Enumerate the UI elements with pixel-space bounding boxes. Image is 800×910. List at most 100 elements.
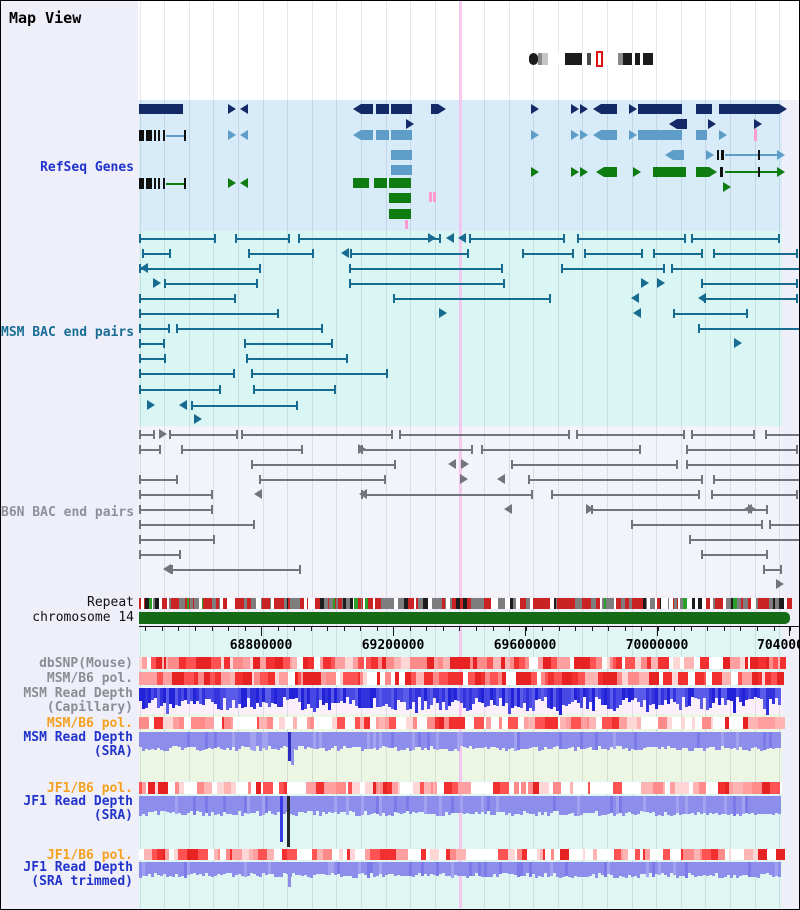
b6n-bac-line[interactable] <box>576 434 683 436</box>
b6n-bac-end-tick[interactable] <box>713 475 715 484</box>
msm-bac-line[interactable] <box>139 313 277 315</box>
gene-arrow-glyph[interactable] <box>438 104 446 114</box>
b6n-bac-end-tick[interactable] <box>253 520 255 529</box>
gene-arrow-glyph[interactable] <box>596 167 604 177</box>
gene-arrow-glyph[interactable] <box>719 130 727 140</box>
b6n-bac-line[interactable] <box>251 464 394 466</box>
msm-bac-end-tick[interactable] <box>139 294 141 303</box>
msm-bac-line[interactable] <box>139 298 234 300</box>
msm-bac-arrow[interactable] <box>631 293 639 303</box>
gene-arrow-glyph[interactable] <box>228 178 236 188</box>
msm-bac-end-tick[interactable] <box>778 234 780 243</box>
b6n-bac-end-tick[interactable] <box>796 445 798 454</box>
b6n-bac-line[interactable] <box>686 449 796 451</box>
b6n-bac-arrow[interactable] <box>748 504 756 514</box>
gene-arrow-glyph[interactable] <box>571 104 579 114</box>
gene-arrow-glyph[interactable] <box>406 119 414 129</box>
msm-bac-end-tick[interactable] <box>663 264 665 273</box>
gene-end-tick[interactable] <box>184 130 186 141</box>
b6n-bac-end-tick[interactable] <box>251 460 253 469</box>
b6n-bac-line[interactable] <box>769 524 799 526</box>
msm-bac-end-tick[interactable] <box>684 234 686 243</box>
b6n-bac-end-tick[interactable] <box>241 430 243 439</box>
gene-arrow-glyph[interactable] <box>240 178 248 188</box>
gene-arrow-glyph[interactable] <box>531 167 539 177</box>
b6n-bac-line[interactable] <box>686 464 799 466</box>
b6n-bac-line[interactable] <box>139 449 159 451</box>
msm-bac-line[interactable] <box>176 328 321 330</box>
gene-exon-box[interactable] <box>158 178 160 189</box>
gene-arrow-glyph[interactable] <box>629 104 637 114</box>
b6n-bac-line[interactable] <box>139 509 211 511</box>
msm-bac-end-tick[interactable] <box>350 249 352 258</box>
b6n-bac-end-tick[interactable] <box>686 445 688 454</box>
b6n-bac-line[interactable] <box>713 479 799 481</box>
b6n-bac-end-tick[interactable] <box>766 505 768 514</box>
b6n-bac-end-tick[interactable] <box>576 430 578 439</box>
msm-bac-end-tick[interactable] <box>298 234 300 243</box>
b6n-bac-line[interactable] <box>171 569 299 571</box>
b6n-bac-end-tick[interactable] <box>139 520 141 529</box>
b6n-bac-end-tick[interactable] <box>211 505 213 514</box>
msm-bac-end-tick[interactable] <box>163 339 165 348</box>
b6n-bac-end-tick[interactable] <box>753 430 755 439</box>
msm-bac-end-tick[interactable] <box>563 234 565 243</box>
gene-bar-glyph[interactable] <box>673 150 684 160</box>
msm-bac-end-tick[interactable] <box>701 279 703 288</box>
gene-arrow-glyph[interactable] <box>240 130 248 140</box>
gene-exon-box[interactable] <box>158 130 160 141</box>
gene-arrow-glyph[interactable] <box>709 167 717 177</box>
gene-span-line[interactable] <box>725 154 777 156</box>
msm-bac-line[interactable] <box>139 268 259 270</box>
msm-bac-end-tick[interactable] <box>214 234 216 243</box>
msm-bac-arrow[interactable] <box>734 338 742 348</box>
b6n-bac-end-tick[interactable] <box>691 430 693 439</box>
msm-bac-line[interactable] <box>246 358 346 360</box>
variant-tick[interactable] <box>429 192 432 202</box>
msm-bac-end-tick[interactable] <box>469 234 471 243</box>
gene-arrow-glyph[interactable] <box>240 104 248 114</box>
msm-bac-end-tick[interactable] <box>584 249 586 258</box>
b6n-bac-arrow[interactable] <box>504 504 512 514</box>
msm-bac-line[interactable] <box>522 253 572 255</box>
b6n-bac-line[interactable] <box>551 494 698 496</box>
msm-bac-end-tick[interactable] <box>572 249 574 258</box>
b6n-bac-end-tick[interactable] <box>236 430 238 439</box>
b6n-bac-end-tick[interactable] <box>169 430 171 439</box>
msm-bac-line[interactable] <box>671 268 799 270</box>
b6n-bac-end-tick[interactable] <box>761 520 763 529</box>
msm-bac-end-tick[interactable] <box>701 249 703 258</box>
gene-bar-glyph[interactable] <box>696 104 712 114</box>
gene-arrow-glyph[interactable] <box>593 130 601 140</box>
gene-bar-glyph[interactable] <box>677 119 687 129</box>
msm-bac-end-tick[interactable] <box>349 264 351 273</box>
b6n-bac-line[interactable] <box>481 449 639 451</box>
b6n-bac-end-tick[interactable] <box>765 430 767 439</box>
msm-bac-line[interactable] <box>350 253 467 255</box>
msm-bac-end-tick[interactable] <box>259 264 261 273</box>
gene-bar-glyph[interactable] <box>389 193 411 203</box>
msm-bac-end-tick[interactable] <box>334 385 336 394</box>
b6n-bac-line[interactable] <box>139 539 213 541</box>
msm-bac-end-tick[interactable] <box>244 339 246 348</box>
gene-exon-box[interactable] <box>139 178 144 189</box>
msm-bac-end-tick[interactable] <box>349 279 351 288</box>
b6n-bac-end-tick[interactable] <box>181 445 183 454</box>
gene-arrow-glyph[interactable] <box>531 104 539 114</box>
msm-bac-end-tick[interactable] <box>346 354 348 363</box>
msm-bac-end-tick[interactable] <box>386 369 388 378</box>
b6n-bac-line[interactable] <box>139 494 211 496</box>
gene-arrow-glyph[interactable] <box>706 150 714 160</box>
msm-bac-line[interactable] <box>248 253 312 255</box>
b6n-bac-end-tick[interactable] <box>689 535 691 544</box>
msm-bac-arrow[interactable] <box>179 400 187 410</box>
msm-bac-end-tick[interactable] <box>296 401 298 410</box>
b6n-bac-end-tick[interactable] <box>399 430 401 439</box>
msm-bac-end-tick[interactable] <box>796 249 798 258</box>
b6n-bac-arrow[interactable] <box>159 429 167 439</box>
gene-span-arrow[interactable] <box>777 150 785 160</box>
gene-arrow-glyph[interactable] <box>665 150 673 160</box>
msm-bac-end-tick[interactable] <box>698 324 700 333</box>
b6n-bac-line[interactable] <box>399 434 568 436</box>
b6n-bac-arrow[interactable] <box>460 474 468 484</box>
